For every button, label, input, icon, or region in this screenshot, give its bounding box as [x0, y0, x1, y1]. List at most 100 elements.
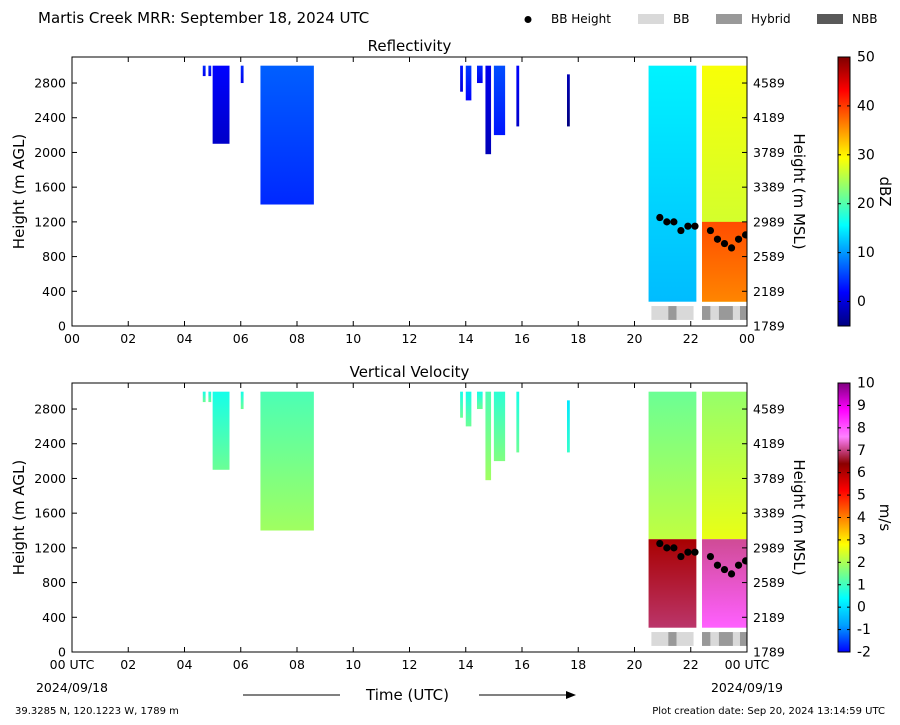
bb-height-point [656, 213, 664, 222]
colorbar-tick-label: 0 [857, 600, 866, 616]
bb-height-point [670, 544, 678, 552]
plot-area [72, 57, 747, 326]
echo-region [485, 391, 492, 481]
y2-tick-label: 3789 [753, 471, 785, 486]
legend-label: Hybrid [751, 12, 791, 26]
x-tick-label: 22 [683, 657, 699, 672]
y2-tick-label: 2989 [753, 214, 785, 229]
bb-type-bar [732, 632, 740, 646]
echo-region [567, 400, 570, 453]
echo-region [465, 391, 472, 427]
bb-height-point [713, 561, 722, 569]
x-tick-label: 12 [402, 657, 418, 672]
y2-tick-label: 4189 [753, 110, 785, 125]
legend-label: BB [673, 12, 689, 26]
echo-region [212, 65, 230, 144]
bb-height-point [713, 235, 722, 243]
echo-region [516, 391, 520, 453]
bb-height-point [663, 218, 671, 226]
bb-type-bar [702, 306, 711, 320]
figure-title: Martis Creek MRR: September 18, 2024 UTC [38, 9, 369, 27]
location-text: 39.3285 N, 120.1223 W, 1789 m [15, 706, 179, 717]
x-tick-label: 00 UTC [725, 657, 770, 672]
bb-height-point [706, 552, 715, 561]
bb-height-point [684, 222, 692, 230]
colorbar-tick-label: 40 [857, 98, 875, 114]
y2-tick-label: 3389 [753, 180, 785, 195]
y2-tick-label: 1789 [753, 319, 785, 334]
bb-height-point [691, 548, 699, 556]
colorbar-tick-label: -2 [857, 645, 871, 661]
echo-region [465, 65, 472, 101]
bb-height-point [720, 239, 729, 248]
x-tick-label: 16 [514, 657, 530, 672]
x-tick-label: 14 [458, 331, 474, 346]
y-tick-label: 2000 [34, 471, 66, 486]
x-tick-label: 00 UTC [50, 657, 95, 672]
echo-region [260, 391, 314, 531]
bb-height-point [727, 570, 736, 578]
bb-type-bar [651, 632, 669, 646]
reflectivity-panel: Reflectivity0400800120016002000240028001… [10, 37, 894, 346]
echo-region [477, 65, 483, 84]
colorbar-tick-label: 1 [857, 577, 866, 593]
x-tick-label: 08 [289, 657, 305, 672]
y-tick-label: 0 [58, 319, 66, 334]
bb-type-bar [739, 306, 747, 320]
echo-region [516, 65, 520, 127]
legend-swatch-nbb [817, 14, 843, 24]
arrow-head-icon [566, 691, 576, 699]
y-tick-label: 2800 [34, 402, 66, 417]
vertical-velocity-panel: Vertical Velocity04008001200160020002400… [10, 363, 894, 704]
bb-height-point [706, 226, 715, 235]
x-tick-label: 10 [345, 331, 361, 346]
colorbar-tick-label: 6 [857, 465, 866, 481]
bb-height-point [734, 561, 743, 569]
y-tick-label: 2400 [34, 436, 66, 451]
bb-type-bar [702, 632, 711, 646]
bb-height-point [663, 544, 671, 552]
echo-region [702, 539, 747, 628]
colorbar-tick-label: 4 [857, 510, 866, 526]
panel-title: Vertical Velocity [350, 363, 470, 381]
echo-region [212, 391, 230, 470]
echo-region [493, 391, 506, 462]
bb-type-bar [710, 306, 719, 320]
y2-tick-label: 4589 [753, 402, 785, 417]
bb-type-bar [651, 306, 669, 320]
y-tick-label: 400 [42, 284, 66, 299]
x-tick-label: 08 [289, 331, 305, 346]
colorbar-tick-label: 2 [857, 555, 866, 571]
echo-region [208, 391, 212, 403]
creation-date-text: Plot creation date: Sep 20, 2024 13:14:5… [652, 706, 885, 717]
echo-region [702, 391, 747, 540]
bb-height-point [656, 539, 664, 548]
bb-type-bar [718, 306, 733, 320]
y-tick-label: 2400 [34, 110, 66, 125]
echo-region [460, 65, 463, 92]
x-tick-label: 18 [570, 331, 586, 346]
echo-layer [202, 65, 747, 320]
x-axis-label: Time (UTC) [365, 686, 449, 704]
y-tick-label: 1600 [34, 180, 66, 195]
echo-region [567, 74, 570, 127]
bb-height-point [741, 557, 747, 565]
bb-type-bar [739, 632, 747, 646]
y2-tick-label: 2589 [753, 575, 785, 590]
y2-tick-label: 4189 [753, 436, 785, 451]
colorbar-tick-label: 50 [857, 50, 875, 66]
bb-height-point [734, 235, 743, 243]
y-tick-label: 800 [42, 575, 66, 590]
y-tick-label: 1600 [34, 506, 66, 521]
colorbar-tick-label: 30 [857, 147, 875, 163]
plot-area [72, 383, 747, 652]
x-tick-label: 12 [402, 331, 418, 346]
y2-tick-label: 2189 [753, 284, 785, 299]
x-tick-label: 00 [739, 331, 755, 346]
y-tick-label: 1200 [34, 214, 66, 229]
y-tick-label: 2000 [34, 145, 66, 160]
colorbar [837, 56, 851, 327]
bb-type-bar [668, 306, 677, 320]
y2-tick-label: 2189 [753, 610, 785, 625]
